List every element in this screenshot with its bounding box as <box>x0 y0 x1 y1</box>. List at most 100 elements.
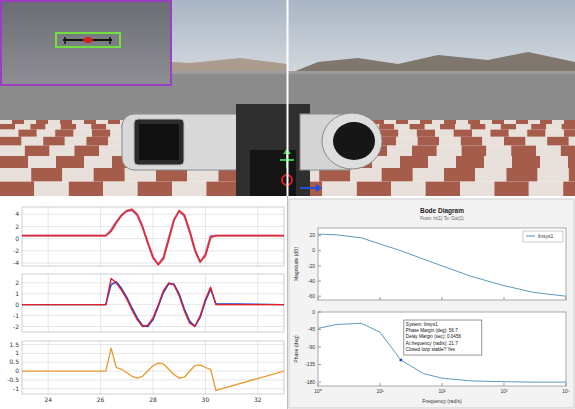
chart: -4-2024 <box>13 207 284 266</box>
floor-tile <box>379 124 394 130</box>
series-group <box>318 234 566 296</box>
floor-tile <box>96 120 108 124</box>
y-tick-label: 1.5 <box>9 341 19 348</box>
y-tick-label: -1 <box>13 385 19 392</box>
floor-tile <box>0 182 34 196</box>
y-tick-label: 0 <box>312 247 315 253</box>
x-tick-label: 30 <box>202 396 210 403</box>
gimbal-block <box>236 104 287 196</box>
tick-mark <box>318 382 321 383</box>
floor-tile <box>490 130 508 137</box>
legend-box <box>523 231 563 242</box>
floor-tile <box>387 146 412 156</box>
floor-tile <box>34 182 68 196</box>
floor-tile <box>400 156 428 168</box>
series-line <box>22 348 284 390</box>
floor-tile <box>562 124 575 130</box>
drone-body <box>83 37 93 43</box>
floor-tile <box>501 124 516 130</box>
grid-line <box>153 274 154 332</box>
plot-area <box>318 228 566 300</box>
floor-tile <box>456 156 484 168</box>
floor-tile <box>396 137 418 146</box>
floor-tile <box>0 130 18 137</box>
floor-tile <box>435 130 453 137</box>
gizmo-z-head <box>316 184 322 192</box>
floor-tile <box>546 130 564 137</box>
title: Bode Diagram <box>420 207 464 215</box>
floor-tile <box>563 182 575 196</box>
grid-line <box>257 341 258 394</box>
floor-tile <box>92 130 110 137</box>
floor-tile <box>482 137 504 146</box>
floor-tile <box>37 130 55 137</box>
drone-leg <box>109 37 111 44</box>
x-tick-label: 24 <box>44 396 52 403</box>
floor-tile <box>61 124 76 130</box>
grid-line <box>257 207 258 266</box>
sky <box>288 0 575 80</box>
floor-tile <box>540 156 568 168</box>
data-tip-text: Delay Margin (sec): 0.0456 <box>406 334 462 339</box>
y-tick-label: -20 <box>308 263 315 269</box>
floor-tile <box>46 124 61 130</box>
floor-tile <box>506 168 537 182</box>
floor-tile <box>528 120 540 124</box>
chart: -60-40-20020linsys1Bode DiagramFrom: In(… <box>293 207 566 300</box>
floor-tile <box>444 168 475 182</box>
floor-tile <box>428 156 456 168</box>
floor-tile <box>138 182 172 196</box>
floor-tile <box>0 137 22 146</box>
floor-tile <box>425 124 440 130</box>
x-axis-label: Frequency (rad/s) <box>422 398 462 404</box>
plot-frame <box>318 228 566 300</box>
chart: -1-0.500.511.52426283032 <box>7 341 284 403</box>
floor-tile <box>547 137 569 146</box>
grid-line <box>48 341 49 394</box>
data-tip-text: System: linsys1 <box>406 322 438 327</box>
tick-mark <box>318 250 321 251</box>
floor-tile <box>504 137 526 146</box>
floor-tile <box>60 120 72 124</box>
floor-tile <box>538 168 569 182</box>
floor-tile <box>74 130 92 137</box>
floor-tile <box>516 124 531 130</box>
tick-mark <box>442 297 443 300</box>
floor-tile <box>380 130 398 137</box>
tick-mark <box>318 347 321 348</box>
bode-bg <box>289 199 574 408</box>
x-tick-label: 26 <box>97 396 105 403</box>
plot-area <box>22 207 284 266</box>
grid-line <box>100 207 101 266</box>
floor-tile <box>0 156 28 168</box>
gimbal-base <box>250 150 287 196</box>
y-tick-label: -2 <box>13 323 19 330</box>
floor-tile <box>43 137 65 146</box>
floor-tile <box>0 146 25 156</box>
floor-tile <box>484 156 512 168</box>
floor-tile <box>106 124 121 130</box>
floor-tile <box>410 124 425 130</box>
floor-tile <box>84 120 96 124</box>
lens-ring <box>322 113 382 169</box>
floor-tile <box>418 137 440 146</box>
scene-panel <box>288 0 575 196</box>
plot-frame <box>22 207 284 266</box>
floor-tile <box>512 156 540 168</box>
plot-area <box>318 312 566 386</box>
plot-frame <box>22 341 284 394</box>
floor-tile <box>69 182 103 196</box>
floor-tile <box>322 182 356 196</box>
floor-tile <box>0 120 12 124</box>
y-tick-label: -45 <box>308 326 315 332</box>
floor-tile <box>546 124 561 130</box>
tick-mark <box>504 383 505 386</box>
floor-tile <box>417 130 435 137</box>
y-tick-label: 1 <box>15 290 19 297</box>
data-tip-text: Closed loop stable? Yes <box>406 347 456 352</box>
floor-tile <box>36 120 48 124</box>
floor-tile <box>24 120 36 124</box>
y-tick-label: 20 <box>309 232 315 238</box>
y-tick-label: -90 <box>308 344 315 350</box>
floor-tile <box>91 124 106 130</box>
